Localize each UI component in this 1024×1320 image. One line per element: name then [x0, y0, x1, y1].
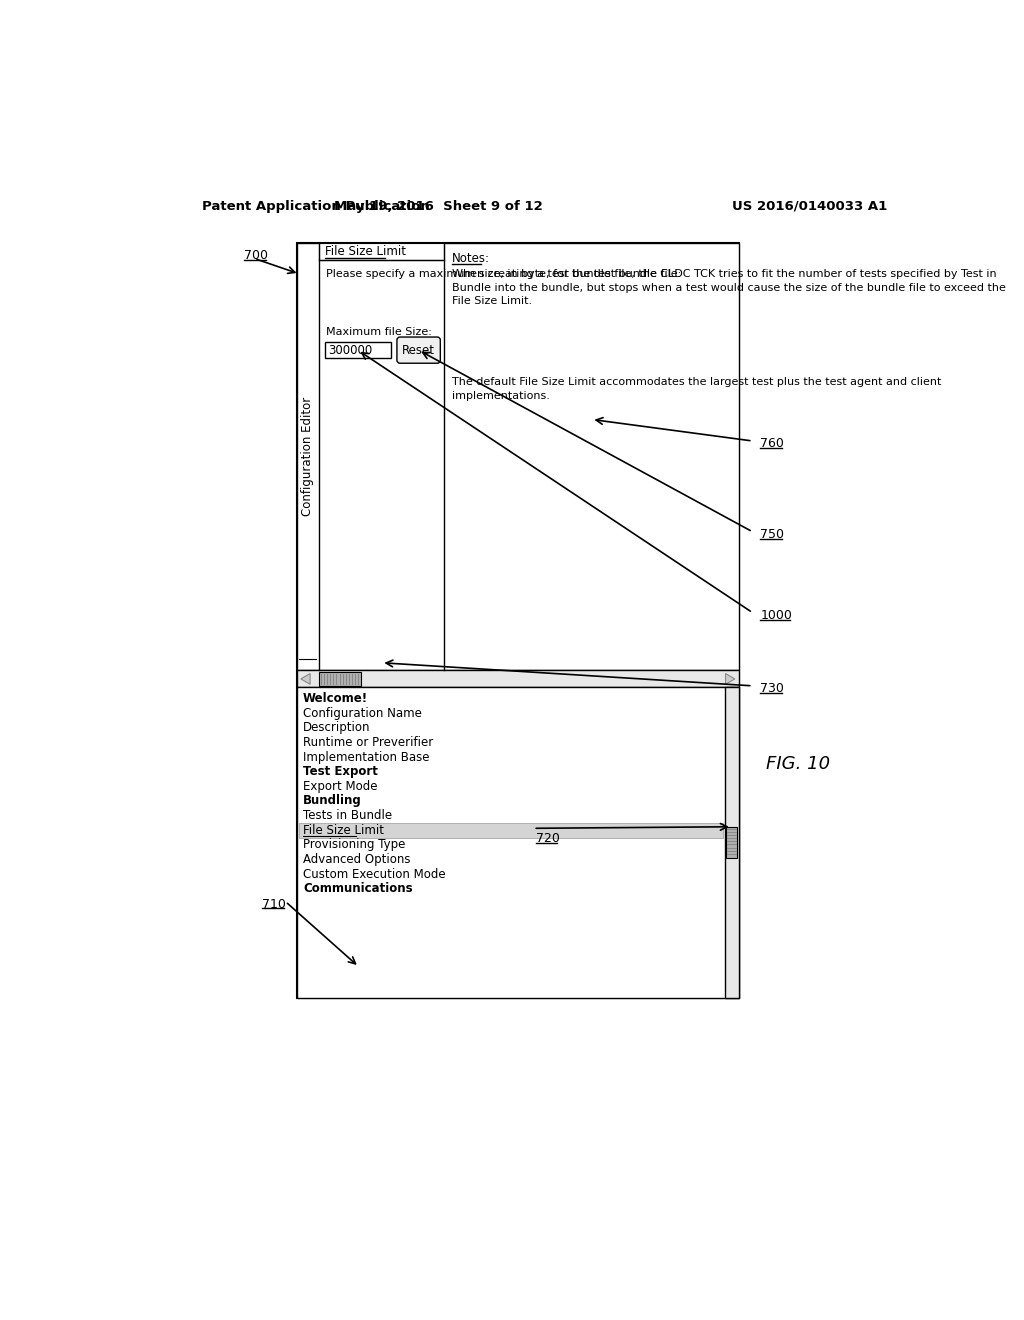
Text: File Size Limit: File Size Limit — [325, 246, 406, 259]
Bar — [297, 688, 738, 998]
Bar — [318, 672, 361, 686]
Text: File Size Limit: File Size Limit — [303, 824, 384, 837]
Text: 730: 730 — [761, 682, 784, 696]
Text: FIG. 10: FIG. 10 — [766, 755, 829, 774]
Text: 1000: 1000 — [761, 609, 793, 622]
Text: 720: 720 — [536, 832, 559, 845]
Bar — [725, 688, 738, 998]
Text: 710: 710 — [262, 898, 286, 911]
Text: Patent Application Publication: Patent Application Publication — [202, 199, 429, 213]
Text: Custom Execution Mode: Custom Execution Mode — [303, 867, 445, 880]
Text: When creating a test bundle file, the CLDC TCK tries to fit the number of tests : When creating a test bundle file, the CL… — [452, 269, 1006, 306]
Text: Reset: Reset — [402, 343, 435, 356]
Text: Bundling: Bundling — [303, 795, 361, 808]
Text: Configuration Editor: Configuration Editor — [301, 397, 314, 516]
Polygon shape — [726, 673, 735, 684]
Text: Test Export: Test Export — [303, 766, 378, 779]
Bar — [318, 243, 444, 260]
Bar — [297, 243, 738, 998]
Bar — [297, 671, 738, 688]
Text: The default File Size Limit accommodates the largest test plus the test agent an: The default File Size Limit accommodates… — [452, 378, 941, 401]
Text: Export Mode: Export Mode — [303, 780, 378, 793]
Text: Welcome!: Welcome! — [303, 692, 369, 705]
Bar — [726, 826, 737, 858]
Text: Configuration Name: Configuration Name — [303, 706, 422, 719]
Text: Provisioning Type: Provisioning Type — [303, 838, 406, 851]
Text: Communications: Communications — [303, 882, 413, 895]
Text: Advanced Options: Advanced Options — [303, 853, 411, 866]
Bar — [325, 342, 391, 358]
Bar — [299, 822, 723, 837]
Bar — [297, 243, 738, 671]
Text: Notes:: Notes: — [452, 252, 489, 265]
Text: May 19, 2016  Sheet 9 of 12: May 19, 2016 Sheet 9 of 12 — [334, 199, 543, 213]
Text: Maximum file Size:: Maximum file Size: — [327, 327, 432, 337]
Text: 700: 700 — [245, 249, 268, 263]
Text: 750: 750 — [761, 528, 784, 541]
Text: Description: Description — [303, 721, 371, 734]
Text: 760: 760 — [761, 437, 784, 450]
FancyBboxPatch shape — [397, 337, 440, 363]
Polygon shape — [301, 673, 310, 684]
Text: Please specify a maximum size, in byte, for the test bundle file:: Please specify a maximum size, in byte, … — [327, 269, 682, 280]
Text: Tests in Bundle: Tests in Bundle — [303, 809, 392, 822]
Text: Runtime or Preverifier: Runtime or Preverifier — [303, 737, 433, 748]
Text: Implementation Base: Implementation Base — [303, 751, 430, 763]
Text: 300000: 300000 — [328, 343, 372, 356]
Text: US 2016/0140033 A1: US 2016/0140033 A1 — [732, 199, 888, 213]
